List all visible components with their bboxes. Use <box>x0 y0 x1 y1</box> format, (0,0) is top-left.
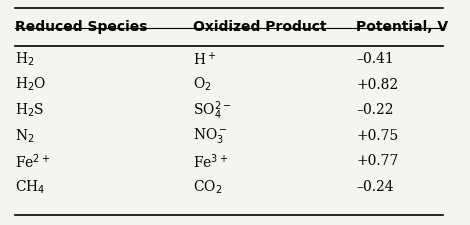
Text: CH$_4$: CH$_4$ <box>15 178 46 196</box>
Text: SO$_4^{2-}$: SO$_4^{2-}$ <box>193 99 231 122</box>
Text: Fe$^{2+}$: Fe$^{2+}$ <box>15 152 50 171</box>
Text: H$_2$: H$_2$ <box>15 50 34 68</box>
Text: +0.77: +0.77 <box>356 154 399 168</box>
Text: +0.75: +0.75 <box>356 129 399 143</box>
Text: Reduced Species: Reduced Species <box>15 20 148 34</box>
Text: O$_2$: O$_2$ <box>193 76 212 93</box>
Text: Oxidized Product: Oxidized Product <box>193 20 326 34</box>
Text: H$^+$: H$^+$ <box>193 51 216 68</box>
Text: H$_2$S: H$_2$S <box>15 101 44 119</box>
Text: CO$_2$: CO$_2$ <box>193 178 222 196</box>
Text: N$_2$: N$_2$ <box>15 127 35 144</box>
Text: –0.24: –0.24 <box>356 180 394 194</box>
Text: Potential, V: Potential, V <box>356 20 448 34</box>
Text: –0.41: –0.41 <box>356 52 394 66</box>
Text: Fe$^{3+}$: Fe$^{3+}$ <box>193 152 227 171</box>
Text: –0.22: –0.22 <box>356 103 394 117</box>
Text: NO$_3^-$: NO$_3^-$ <box>193 126 227 145</box>
Text: H$_2$O: H$_2$O <box>15 76 47 93</box>
Text: +0.82: +0.82 <box>356 78 399 92</box>
